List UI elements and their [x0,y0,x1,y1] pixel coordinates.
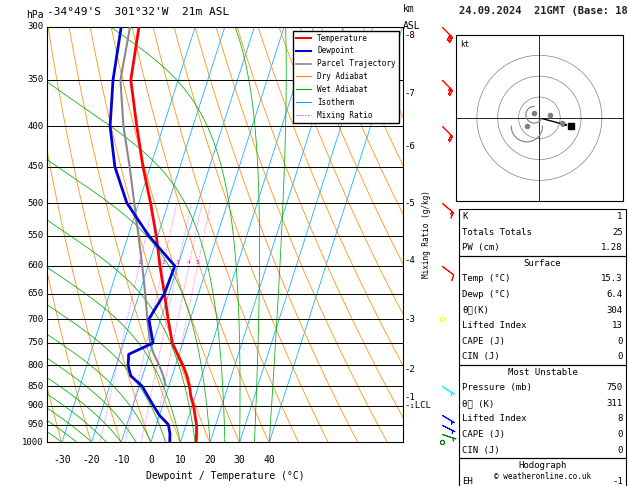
Text: kt: kt [460,40,469,49]
Text: Dewp (°C): Dewp (°C) [462,290,511,299]
Text: 450: 450 [28,162,43,171]
Text: -7: -7 [404,89,415,98]
Legend: Temperature, Dewpoint, Parcel Trajectory, Dry Adiabat, Wet Adiabat, Isotherm, Mi: Temperature, Dewpoint, Parcel Trajectory… [292,31,399,122]
Text: -1: -1 [404,393,415,402]
Text: 13: 13 [612,321,623,330]
Text: 20: 20 [204,455,216,465]
Text: ASL: ASL [403,21,420,31]
Text: CAPE (J): CAPE (J) [462,337,505,346]
Text: 800: 800 [28,361,43,370]
Text: 1: 1 [137,260,141,265]
Text: -4: -4 [404,256,415,265]
Text: Most Unstable: Most Unstable [508,368,577,377]
Text: 30: 30 [234,455,245,465]
Text: 5: 5 [196,260,199,265]
Text: 6.4: 6.4 [606,290,623,299]
Text: Surface: Surface [524,259,561,268]
Text: -20: -20 [83,455,101,465]
Text: 8: 8 [617,415,623,423]
Text: 400: 400 [28,122,43,131]
Text: 900: 900 [28,401,43,410]
Text: hPa: hPa [26,11,43,20]
Text: 4: 4 [187,260,191,265]
Text: 15.3: 15.3 [601,275,623,283]
Text: 750: 750 [28,338,43,347]
Text: CIN (J): CIN (J) [462,446,500,454]
Text: 1000: 1000 [22,438,43,447]
Text: 950: 950 [28,420,43,429]
Text: -10: -10 [113,455,130,465]
Text: -34°49'S  301°32'W  21m ASL: -34°49'S 301°32'W 21m ASL [47,7,230,17]
Text: 1: 1 [617,212,623,221]
Text: -5: -5 [404,199,415,208]
Text: Mixing Ratio (g/kg): Mixing Ratio (g/kg) [421,191,431,278]
Text: 10: 10 [175,455,186,465]
Text: -2: -2 [404,365,415,374]
Text: 304: 304 [606,306,623,314]
Text: km: km [403,4,415,14]
Text: θᴄ (K): θᴄ (K) [462,399,494,408]
Text: 500: 500 [28,199,43,208]
Text: 2: 2 [161,260,165,265]
Text: 25: 25 [612,228,623,237]
Text: EH: EH [462,477,473,486]
Text: 700: 700 [28,314,43,324]
Text: 40: 40 [264,455,275,465]
Text: 3: 3 [176,260,180,265]
Text: CAPE (J): CAPE (J) [462,430,505,439]
Text: 24.09.2024  21GMT (Base: 18): 24.09.2024 21GMT (Base: 18) [459,5,629,16]
Text: 0: 0 [617,337,623,346]
Text: 550: 550 [28,231,43,241]
Text: 0: 0 [148,455,153,465]
Text: 300: 300 [28,22,43,31]
Text: © weatheronline.co.uk: © weatheronline.co.uk [494,472,591,481]
Text: Pressure (mb): Pressure (mb) [462,383,532,392]
Text: 311: 311 [606,399,623,408]
Text: PW (cm): PW (cm) [462,243,500,252]
Text: Temp (°C): Temp (°C) [462,275,511,283]
Text: -30: -30 [53,455,71,465]
Text: 0: 0 [617,446,623,454]
Text: 750: 750 [606,383,623,392]
Text: 650: 650 [28,289,43,298]
Text: Lifted Index: Lifted Index [462,321,527,330]
Text: 1.28: 1.28 [601,243,623,252]
Text: K: K [462,212,468,221]
Text: -1: -1 [612,477,623,486]
Text: Hodograph: Hodograph [518,461,567,470]
Text: -8: -8 [404,31,415,40]
Text: Lifted Index: Lifted Index [462,415,527,423]
Text: 600: 600 [28,261,43,270]
Text: 350: 350 [28,75,43,85]
Text: 0: 0 [617,352,623,361]
Text: 850: 850 [28,382,43,391]
Text: -₁LCL: -₁LCL [404,401,431,410]
Text: 0: 0 [617,430,623,439]
Text: Totals Totals: Totals Totals [462,228,532,237]
Text: -6: -6 [404,142,415,152]
Text: θᴄ(K): θᴄ(K) [462,306,489,314]
Text: Dewpoint / Temperature (°C): Dewpoint / Temperature (°C) [145,471,304,481]
Text: CIN (J): CIN (J) [462,352,500,361]
Text: -3: -3 [404,314,415,324]
